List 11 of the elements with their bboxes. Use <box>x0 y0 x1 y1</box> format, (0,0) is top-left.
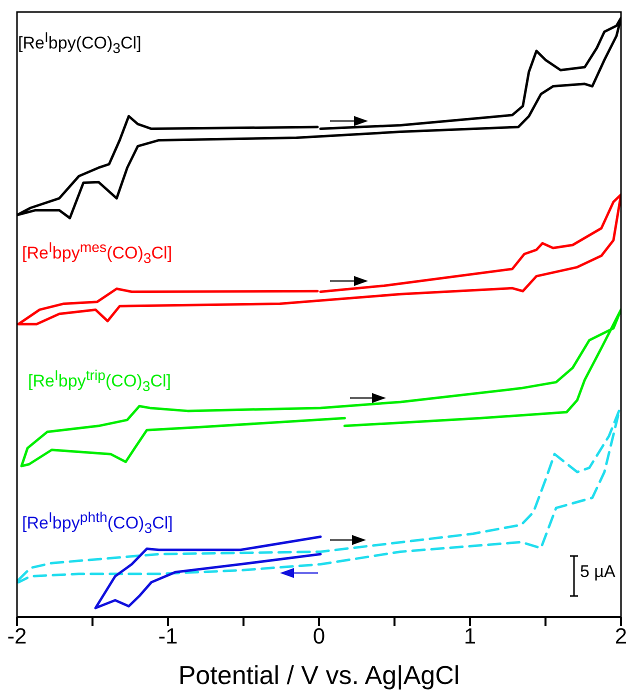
x-tick-label: -1 <box>158 624 178 649</box>
annotation: 5 µA <box>580 562 616 582</box>
x-axis-title: Potential / V vs. Ag|AgCl <box>178 660 460 690</box>
series-label: [Re$^{I}$bpy$^{trip}$(CO)$_{3}$Cl] <box>28 368 171 396</box>
series-label: [Re$^{I}$bpy$^{phth}$(CO)$_{3}$Cl] <box>22 510 173 538</box>
x-tick-label: -2 <box>7 624 27 649</box>
x-tick-label: 0 <box>312 624 326 649</box>
x-tick-label: 1 <box>464 624 476 649</box>
x-tick-label: 2 <box>614 624 626 649</box>
series-label: [Re$^{I}$bpy$^{mes}$(CO)$_{3}$Cl] <box>22 240 172 268</box>
text: [Re$^{I}$bpy(CO)$_{3}$Cl] <box>18 30 142 58</box>
